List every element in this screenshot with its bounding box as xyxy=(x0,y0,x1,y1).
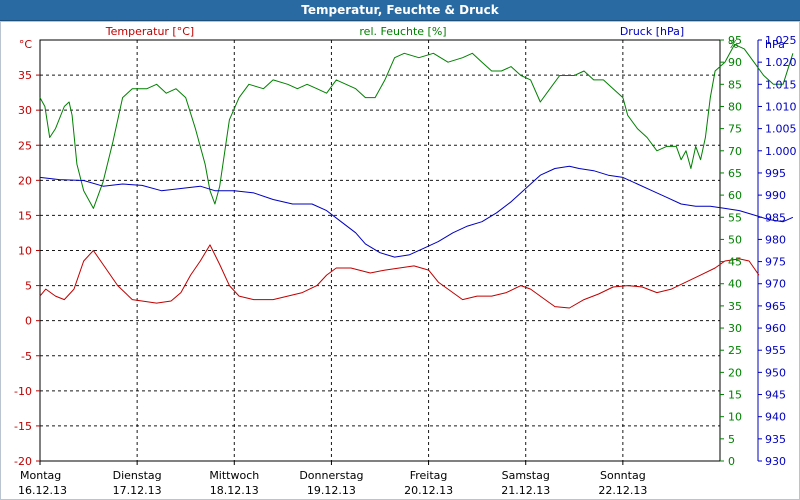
pressure-tick-label: 960 xyxy=(765,322,786,335)
pressure-tick-label: 995 xyxy=(765,167,786,180)
grid-lines xyxy=(40,40,720,461)
temp-tick-label: 20 xyxy=(18,174,32,187)
legend-temp: Temperatur [°C] xyxy=(105,25,194,38)
x-day-label: Dienstag xyxy=(113,469,162,482)
pressure-tick-label: 975 xyxy=(765,256,786,269)
humidity-tick-label: 50 xyxy=(728,233,742,246)
temp-tick-label: -15 xyxy=(14,420,32,433)
humidity-tick-label: 25 xyxy=(728,344,742,357)
temp-axis-unit: °C xyxy=(19,38,33,51)
x-day-label: Mittwoch xyxy=(209,469,259,482)
x-date-label: 19.12.13 xyxy=(307,484,356,497)
temp-tick-label: 30 xyxy=(18,104,32,117)
temp-tick-label: 5 xyxy=(25,280,32,293)
humidity-tick-label: 45 xyxy=(728,256,742,269)
pressure-tick-label: 935 xyxy=(765,433,786,446)
pressure-tick-label: 990 xyxy=(765,189,786,202)
chart-canvas: -20 -15 -10 -5 0 5 10 15 20 25 30 35 °C 0 5 10 15 20 25 30 3… xyxy=(0,21,800,500)
x-date-label: 20.12.13 xyxy=(404,484,453,497)
series-pressure-line xyxy=(39,165,794,258)
x-day-label: Montag xyxy=(20,469,61,482)
temp-tick-label: -10 xyxy=(14,385,32,398)
x-date-label: 22.12.13 xyxy=(598,484,647,497)
humidity-tick-label: 35 xyxy=(728,300,742,313)
axis-labels: -20 -15 -10 -5 0 5 10 15 20 25 30 35 °C 0 5 10 15 20 25 30 3… xyxy=(14,25,796,497)
series-lines xyxy=(39,43,794,309)
temp-tick-label: 35 xyxy=(18,69,32,82)
x-day-label: Samstag xyxy=(502,469,550,482)
pressure-tick-label: 930 xyxy=(765,455,786,468)
humidity-tick-label: 90 xyxy=(728,56,742,69)
series-temp-line xyxy=(39,244,760,309)
temp-tick-label: -5 xyxy=(21,350,32,363)
x-date-label: 21.12.13 xyxy=(501,484,550,497)
temp-tick-label: 0 xyxy=(25,315,32,328)
temp-tick-label: 10 xyxy=(18,245,32,258)
humidity-tick-label: 20 xyxy=(728,366,742,379)
temp-tick-label: 15 xyxy=(18,209,32,222)
humidity-tick-label: 80 xyxy=(728,100,742,113)
pressure-axis-unit: hPa xyxy=(765,38,785,51)
chart-title: Temperatur, Feuchte & Druck xyxy=(0,0,800,21)
axes xyxy=(36,39,762,465)
x-day-label: Sonntag xyxy=(600,469,646,482)
humidity-tick-label: 40 xyxy=(728,278,742,291)
plot-frame xyxy=(0,21,800,500)
pressure-tick-label: 1.025 xyxy=(765,34,797,47)
humidity-tick-label: 10 xyxy=(728,411,742,424)
pressure-tick-label: 970 xyxy=(765,278,786,291)
temp-tick-label: -20 xyxy=(14,455,32,468)
x-day-label: Donnerstag xyxy=(299,469,363,482)
legend-pressure: Druck [hPa] xyxy=(620,25,684,38)
pressure-tick-label: 940 xyxy=(765,411,786,424)
pressure-tick-label: 1.005 xyxy=(765,123,797,136)
humidity-tick-label: 15 xyxy=(728,389,742,402)
humidity-tick-label: 60 xyxy=(728,189,742,202)
pressure-tick-label: 1.000 xyxy=(765,145,797,158)
humidity-tick-label: 55 xyxy=(728,211,742,224)
pressure-tick-label: 980 xyxy=(765,233,786,246)
pressure-tick-label: 1.010 xyxy=(765,100,797,113)
pressure-tick-label: 945 xyxy=(765,389,786,402)
series-humidity-line xyxy=(39,43,794,209)
humidity-tick-label: 65 xyxy=(728,167,742,180)
humidity-tick-label: 85 xyxy=(728,78,742,91)
humidity-tick-label: 75 xyxy=(728,123,742,136)
x-day-label: Freitag xyxy=(410,469,448,482)
x-date-label: 17.12.13 xyxy=(113,484,162,497)
humidity-tick-label: 30 xyxy=(728,322,742,335)
x-date-label: 18.12.13 xyxy=(210,484,259,497)
humidity-tick-label: 0 xyxy=(728,455,735,468)
pressure-tick-label: 985 xyxy=(765,211,786,224)
humidity-tick-label: 70 xyxy=(728,145,742,158)
humidity-tick-label: 95 xyxy=(728,34,742,47)
pressure-tick-label: 1.015 xyxy=(765,78,797,91)
pressure-tick-label: 950 xyxy=(765,366,786,379)
pressure-tick-label: 1.020 xyxy=(765,56,797,69)
humidity-tick-label: 5 xyxy=(728,433,735,446)
temp-tick-label: 25 xyxy=(18,139,32,152)
pressure-tick-label: 965 xyxy=(765,300,786,313)
humidity-axis-unit: % xyxy=(728,38,738,51)
x-date-label: 16.12.13 xyxy=(18,484,67,497)
pressure-tick-label: 955 xyxy=(765,344,786,357)
legend-humidity: rel. Feuchte [%] xyxy=(359,25,446,38)
